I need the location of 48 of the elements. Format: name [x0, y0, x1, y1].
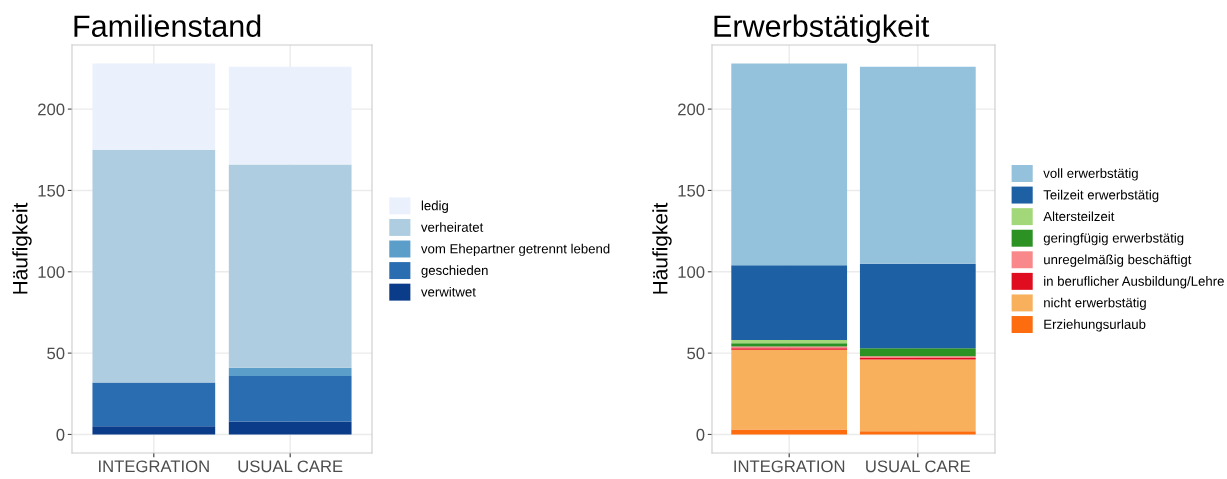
y-tick-label: 0 [696, 428, 705, 441]
bar [859, 66, 976, 264]
y-tick-label: 200 [678, 103, 705, 116]
bar [859, 431, 976, 435]
y-tick-label: 150 [678, 184, 705, 197]
chart-title: Erwerbstätigkeit [714, 14, 930, 44]
bar [859, 348, 976, 357]
bar [92, 426, 216, 435]
y-tick-label: 50 [687, 347, 705, 360]
bar [228, 164, 352, 368]
legend-label: geringfügig erwerbstätig [1043, 232, 1184, 246]
bar [228, 375, 352, 422]
legend-label: vom Ehepartner getrennt lebend [420, 243, 610, 257]
bar [731, 63, 848, 266]
x-tick-label: INTEGRATION [99, 460, 209, 473]
legend-label: Altersteilzeit [1043, 211, 1115, 222]
y-axis-title: Häufigkeit [12, 202, 32, 294]
bar [228, 367, 352, 376]
x-tick-label: USUAL CARE [238, 460, 343, 473]
bar [92, 149, 216, 383]
legend-label: ledig [421, 200, 448, 213]
bar [731, 349, 848, 430]
legend-label: in beruflicher Ausbildung/Lehre [1044, 276, 1224, 289]
x-tick-label: INTEGRATION [734, 460, 845, 473]
legend-label: geschieden [421, 265, 488, 278]
bar [731, 265, 848, 341]
legend-label: unregelmäßig beschäftigt [1044, 254, 1192, 267]
bar [228, 421, 352, 435]
y-tick-label: 50 [47, 347, 65, 360]
y-tick-label: 100 [38, 266, 65, 278]
y-tick-label: 100 [678, 266, 705, 278]
legend-label: Teilzeit erwerbstätig [1043, 189, 1159, 203]
bar [228, 66, 352, 165]
legend-label: verwitwet [420, 286, 476, 297]
bar [92, 382, 216, 427]
bar [92, 63, 216, 150]
bar [859, 263, 976, 349]
x-tick-label: USUAL CARE [866, 460, 971, 473]
y-axis-title: Häufigkeit [652, 202, 672, 294]
legend-label: Erziehungsurlaub [1044, 319, 1146, 332]
legend-label: voll erwerbstätig [1043, 168, 1138, 181]
bar [859, 359, 976, 432]
y-tick-label: 200 [38, 103, 65, 116]
legend-label: nicht erwerbstätig [1044, 297, 1146, 310]
y-tick-label: 150 [38, 184, 65, 197]
chart-title: Familienstand [74, 14, 261, 37]
legend-label: verheiratet [420, 222, 484, 232]
y-tick-label: 0 [56, 428, 65, 441]
